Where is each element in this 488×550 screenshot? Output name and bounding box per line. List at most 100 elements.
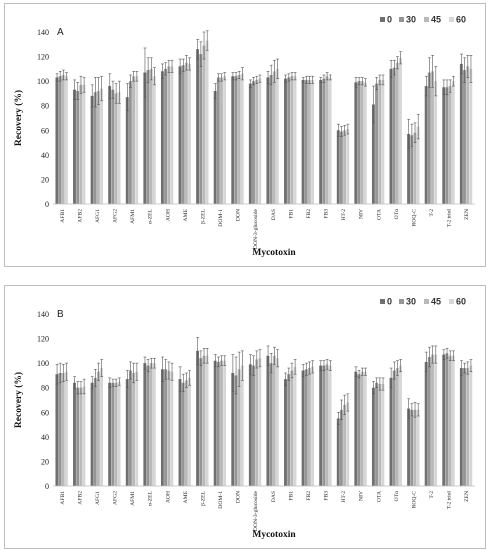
bar-OTA-45 [378, 79, 382, 204]
panel-label: B [57, 309, 64, 320]
x-category-label: T-2 [429, 209, 435, 217]
bar-ROQ-C-0 [407, 408, 410, 486]
x-category-label: FB3 [324, 209, 330, 219]
bar-OTα-0 [389, 377, 393, 486]
x-category-label: HT-2 [341, 209, 347, 221]
bar-OTα-45 [395, 62, 399, 204]
bar-AFM1-30 [128, 370, 132, 486]
legend-swatch-30 [399, 17, 404, 22]
bar-AFG2-45 [114, 93, 118, 204]
bar-OTα-45 [395, 368, 399, 486]
x-category-label: DON-3-glucoside [253, 490, 259, 531]
y-tick-label: 0 [45, 200, 49, 209]
bar-AFG1-0 [90, 382, 94, 486]
x-category-label: DAS [271, 209, 277, 220]
bar-DON-3-glucoside-0 [248, 83, 252, 204]
bar-β-ZEL-0 [196, 350, 199, 486]
bar-ZEN-0 [459, 368, 463, 486]
bar-AOH-60 [170, 371, 174, 486]
bar-AFB1-60 [64, 371, 68, 486]
bar-T-2 triol-45 [448, 355, 452, 486]
bar-AFB1-30 [58, 372, 62, 486]
bar-AFB1-30 [58, 76, 62, 204]
bar-DON-30 [234, 76, 238, 204]
x-category-label: α-ZEL [148, 208, 154, 224]
bar-AFM1-0 [125, 379, 129, 486]
bar-FB1-60 [293, 76, 297, 204]
x-category-label: AFB1 [60, 491, 66, 505]
panel-label: A [57, 27, 64, 38]
bar-DON-3-glucoside-60 [258, 78, 262, 204]
bar-AFG1-30 [93, 377, 97, 486]
bar-DOM-1-45 [220, 360, 223, 486]
bar-OTα-60 [399, 365, 402, 486]
x-category-label: DON [236, 491, 242, 503]
bar-HT-2-45 [343, 404, 346, 486]
bar-AFG1-60 [100, 88, 103, 204]
legend-swatch-60 [449, 299, 454, 304]
bar-AFG2-60 [117, 381, 121, 486]
bar-AFG1-45 [96, 371, 100, 486]
bar-AFB2-0 [73, 382, 76, 486]
x-category-label: ROQ-C [411, 209, 417, 227]
bar-FB1-0 [284, 379, 287, 486]
bar-AOH-30 [164, 68, 167, 204]
y-tick-label: 60 [41, 126, 49, 135]
bar-OTα-0 [389, 68, 393, 204]
legend-swatch-0 [380, 17, 385, 22]
bar-AOH-30 [164, 369, 167, 486]
bar-ZEN-60 [469, 365, 473, 486]
bar-NIV-45 [360, 81, 364, 204]
x-category-label: FB1 [288, 491, 294, 501]
x-category-label: AME [183, 490, 189, 503]
legend-label-0: 0 [387, 15, 392, 25]
bar-OTA-0 [371, 387, 375, 486]
bar-FB2-45 [307, 79, 311, 204]
bar-AFM1-0 [125, 97, 129, 204]
legend-swatch-45 [424, 299, 429, 304]
x-category-label: HT-2 [341, 491, 347, 503]
bar-DAS-30 [269, 75, 273, 204]
bar-AFG2-45 [114, 382, 118, 486]
bar-α-ZEL-60 [152, 76, 156, 204]
bar-DON-3-glucoside-60 [258, 358, 262, 486]
x-category-label: DON-3-glucoside [253, 208, 259, 249]
bar-FB2-45 [307, 368, 311, 486]
bar-FB3-0 [319, 79, 323, 204]
x-category-label: α-ZEL [148, 490, 154, 506]
bar-α-ZEL-45 [149, 363, 153, 486]
y-tick-label: 80 [41, 384, 49, 393]
bar-T-2 triol-60 [451, 81, 455, 204]
y-tick-label: 20 [41, 457, 49, 466]
bar-DAS-0 [266, 355, 270, 486]
bar-FB2-60 [311, 79, 314, 204]
x-category-label: ZEN [464, 209, 470, 220]
bar-OTA-45 [378, 384, 382, 486]
legend-label-45: 45 [431, 297, 441, 307]
x-category-label: β-ZEL [200, 490, 206, 506]
bar-T-2-30 [427, 72, 431, 205]
x-category-label: FB2 [306, 209, 312, 219]
legend-swatch-60 [449, 17, 454, 22]
bar-FB3-45 [325, 76, 329, 204]
y-tick-label: 40 [41, 151, 49, 160]
bar-OTα-30 [392, 370, 396, 486]
x-category-label: AFG1 [95, 491, 101, 505]
x-category-label: DON [236, 209, 242, 221]
bar-T-2 triol-30 [445, 87, 449, 204]
legend-label-60: 60 [456, 297, 466, 307]
x-category-label: DOM-1 [218, 491, 224, 509]
bar-FB1-30 [287, 374, 291, 486]
bar-AFB2-0 [73, 89, 76, 204]
y-tick-label: 40 [41, 433, 49, 442]
bar-β-ZEL-0 [196, 49, 199, 205]
bar-AFG2-0 [108, 382, 112, 486]
bar-OTA-60 [381, 79, 385, 204]
bar-β-ZEL-45 [202, 45, 206, 205]
legend-swatch-30 [399, 299, 404, 304]
bar-DOM-1-30 [216, 361, 220, 486]
x-category-label: OTA [376, 491, 382, 502]
bar-AME-0 [178, 379, 182, 486]
bar-NIV-60 [363, 371, 367, 486]
bar-T-2 triol-0 [442, 354, 446, 486]
